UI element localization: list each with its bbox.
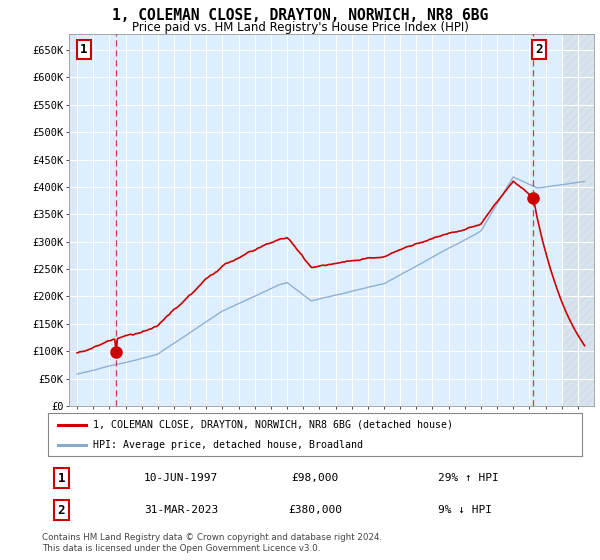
Text: 2: 2 xyxy=(58,504,65,517)
Text: Price paid vs. HM Land Registry's House Price Index (HPI): Price paid vs. HM Land Registry's House … xyxy=(131,21,469,34)
Text: 29% ↑ HPI: 29% ↑ HPI xyxy=(438,473,499,483)
Text: 1, COLEMAN CLOSE, DRAYTON, NORWICH, NR8 6BG (detached house): 1, COLEMAN CLOSE, DRAYTON, NORWICH, NR8 … xyxy=(94,420,454,430)
Bar xyxy=(69,34,77,406)
Bar xyxy=(562,34,594,406)
Text: HPI: Average price, detached house, Broadland: HPI: Average price, detached house, Broa… xyxy=(94,441,364,450)
Text: £380,000: £380,000 xyxy=(288,505,342,515)
Text: 9% ↓ HPI: 9% ↓ HPI xyxy=(438,505,492,515)
Text: Contains HM Land Registry data © Crown copyright and database right 2024.
This d: Contains HM Land Registry data © Crown c… xyxy=(42,533,382,553)
Text: 31-MAR-2023: 31-MAR-2023 xyxy=(144,505,218,515)
Text: 1: 1 xyxy=(80,43,88,56)
Text: 10-JUN-1997: 10-JUN-1997 xyxy=(144,473,218,483)
Text: £98,000: £98,000 xyxy=(292,473,338,483)
Text: 2: 2 xyxy=(535,43,542,56)
Text: 1, COLEMAN CLOSE, DRAYTON, NORWICH, NR8 6BG: 1, COLEMAN CLOSE, DRAYTON, NORWICH, NR8 … xyxy=(112,8,488,24)
Text: 1: 1 xyxy=(58,472,65,484)
